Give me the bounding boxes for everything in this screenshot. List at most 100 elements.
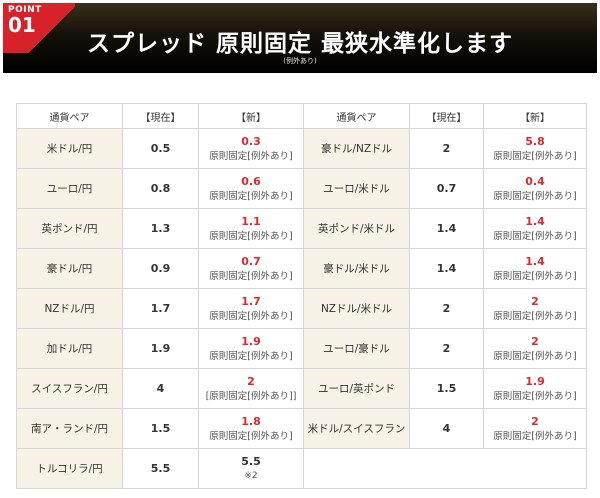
new-spread-value: 1.9 xyxy=(241,334,261,348)
new-spread-value: 1.7 xyxy=(241,294,261,308)
new-spread-note: [原則固定[例外あり]] xyxy=(205,390,297,402)
new-spread-value: 5.5 xyxy=(241,454,261,468)
current-spread-value: 1.5 xyxy=(436,382,457,395)
new-spread-note: 原則固定[例外あり] xyxy=(209,430,293,442)
currency-pair-cell: NZドル/円 xyxy=(16,288,123,329)
currency-pair-cell: 豪ドル/円 xyxy=(16,248,123,289)
currency-pair-label: NZドル/米ドル xyxy=(320,303,393,315)
currency-pair-label: 英ポンド/円 xyxy=(41,223,98,235)
currency-pair-cell: ユーロ/米ドル xyxy=(303,168,410,209)
point-word: POINT xyxy=(8,5,42,15)
currency-pair-label: ユーロ/英ポンド xyxy=(317,383,396,395)
header-pair-right: 通貨ペア xyxy=(303,103,410,129)
new-spread-note: 原則固定[例外あり] xyxy=(209,310,293,322)
header-new-left: 【新】 xyxy=(198,103,304,129)
current-spread-cell: 2 xyxy=(409,128,484,169)
new-spread-note: 原則固定[例外あり] xyxy=(493,430,577,442)
point-badge: POINT 01 xyxy=(3,3,75,53)
table-row: 加ドル/円 1.9 1.9 原則固定[例外あり] ユーロ/豪ドル 2 2 原則固定[例外あり] xyxy=(16,328,587,369)
banner: POINT 01 スプレッド 原則固定 最狭水準化します (例外あり) xyxy=(3,3,597,73)
new-spread-value: 2 xyxy=(247,374,255,388)
table-row: トルコリラ/円 5.5 5.5 ※2 xyxy=(16,448,587,489)
new-spread-note: 原則固定[例外あり] xyxy=(209,190,293,202)
table-row: ユーロ/円 0.8 0.6 原則固定[例外あり] ユーロ/米ドル 0.7 0.4 原則固定[例… xyxy=(16,168,587,209)
new-spread-note: 原則固定[例外あり] xyxy=(209,270,293,282)
new-spread-note: ※2 xyxy=(244,470,258,481)
currency-pair-cell: 豪ドル/米ドル xyxy=(303,248,410,289)
current-spread-value: 1.3 xyxy=(150,222,171,235)
new-spread-note: 原則固定[例外あり] xyxy=(209,350,293,362)
new-spread-note: 原則固定[例外あり] xyxy=(493,390,577,402)
new-spread-cell: 1.7 原則固定[例外あり] xyxy=(198,288,304,329)
current-spread-cell: 0.9 xyxy=(122,248,199,289)
currency-pair-label: ユーロ/豪ドル xyxy=(323,343,390,355)
new-spread-value: 5.8 xyxy=(525,134,545,148)
current-spread-value: 4 xyxy=(156,382,165,395)
new-spread-value: 1.1 xyxy=(241,214,261,228)
new-spread-note: 原則固定[例外あり] xyxy=(493,190,577,202)
new-spread-value: 0.3 xyxy=(241,134,261,148)
currency-pair-cell: NZドル/米ドル xyxy=(303,288,410,329)
current-spread-cell: 2 xyxy=(409,288,484,329)
current-spread-value: 1.9 xyxy=(150,342,171,355)
new-spread-cell: 1.9 原則固定[例外あり] xyxy=(483,368,587,409)
current-spread-cell: 1.7 xyxy=(122,288,199,329)
currency-pair-cell: スイスフラン/円 xyxy=(16,368,123,409)
table-row: 英ポンド/円 1.3 1.1 原則固定[例外あり] 英ポンド/米ドル 1.4 1.4 原則固定… xyxy=(16,208,587,249)
new-spread-value: 1.4 xyxy=(525,214,545,228)
currency-pair-cell: トルコリラ/円 xyxy=(16,448,123,489)
current-spread-value: 0.9 xyxy=(150,262,171,275)
currency-pair-label: NZドル/円 xyxy=(44,303,95,315)
new-spread-cell: 1.4 原則固定[例外あり] xyxy=(483,248,587,289)
current-spread-value: 1.4 xyxy=(436,222,457,235)
header-new-right: 【新】 xyxy=(483,103,587,129)
current-spread-value: 1.7 xyxy=(150,302,171,315)
new-spread-cell: 1.9 原則固定[例外あり] xyxy=(198,328,304,369)
new-spread-value: 2 xyxy=(531,334,539,348)
new-spread-value: 0.4 xyxy=(525,174,545,188)
new-spread-cell: 1.8 原則固定[例外あり] xyxy=(198,408,304,449)
current-spread-value: 1.4 xyxy=(436,262,457,275)
current-spread-cell: 1.9 xyxy=(122,328,199,369)
new-spread-value: 0.7 xyxy=(241,254,261,268)
currency-pair-label: 豪ドル/米ドル xyxy=(323,263,390,275)
new-spread-value: 1.9 xyxy=(525,374,545,388)
currency-pair-label: 豪ドル/円 xyxy=(46,263,93,275)
point-number: 01 xyxy=(8,13,36,37)
currency-pair-cell: 豪ドル/NZドル xyxy=(303,128,410,169)
current-spread-value: 5.5 xyxy=(150,462,171,475)
currency-pair-cell: ユーロ/円 xyxy=(16,168,123,209)
new-spread-cell: 2 原則固定[例外あり] xyxy=(483,328,587,369)
currency-pair-label: ユーロ/米ドル xyxy=(323,183,390,195)
currency-pair-cell: 英ポンド/円 xyxy=(16,208,123,249)
currency-pair-cell: 加ドル/円 xyxy=(16,328,123,369)
current-spread-value: 2 xyxy=(442,342,451,355)
currency-pair-label: 豪ドル/NZドル xyxy=(320,143,393,155)
new-spread-cell: 0.7 原則固定[例外あり] xyxy=(198,248,304,289)
currency-pair-label: トルコリラ/円 xyxy=(36,463,103,475)
current-spread-value: 4 xyxy=(442,422,451,435)
currency-pair-cell: ユーロ/豪ドル xyxy=(303,328,410,369)
table-row: 米ドル/円 0.5 0.3 原則固定[例外あり] 豪ドル/NZドル 2 5.8 原則固定[例外… xyxy=(16,128,587,169)
current-spread-value: 0.5 xyxy=(150,142,171,155)
new-spread-note: 原則固定[例外あり] xyxy=(493,350,577,362)
new-spread-value: 0.6 xyxy=(241,174,261,188)
current-spread-value: 1.5 xyxy=(150,422,171,435)
header-current-right: 【現在】 xyxy=(409,103,484,129)
new-spread-cell: 2 原則固定[例外あり] xyxy=(483,408,587,449)
currency-pair-cell: 米ドル/スイスフラン xyxy=(303,408,410,449)
currency-pair-label: ユーロ/円 xyxy=(46,183,93,195)
new-spread-note: 原則固定[例外あり] xyxy=(493,270,577,282)
empty-cell xyxy=(303,448,587,489)
current-spread-cell: 1.4 xyxy=(409,248,484,289)
new-spread-note: 原則固定[例外あり] xyxy=(493,310,577,322)
currency-pair-cell: 英ポンド/米ドル xyxy=(303,208,410,249)
current-spread-cell: 0.8 xyxy=(122,168,199,209)
new-spread-note: 原則固定[例外あり] xyxy=(493,150,577,162)
table-row: スイスフラン/円 4 2 [原則固定[例外あり]] ユーロ/英ポンド 1.5 1.9 原則固定… xyxy=(16,368,587,409)
header-current-left: 【現在】 xyxy=(122,103,199,129)
current-spread-cell: 5.5 xyxy=(122,448,199,489)
current-spread-value: 2 xyxy=(442,302,451,315)
current-spread-cell: 0.5 xyxy=(122,128,199,169)
currency-pair-label: 米ドル/円 xyxy=(46,143,93,155)
